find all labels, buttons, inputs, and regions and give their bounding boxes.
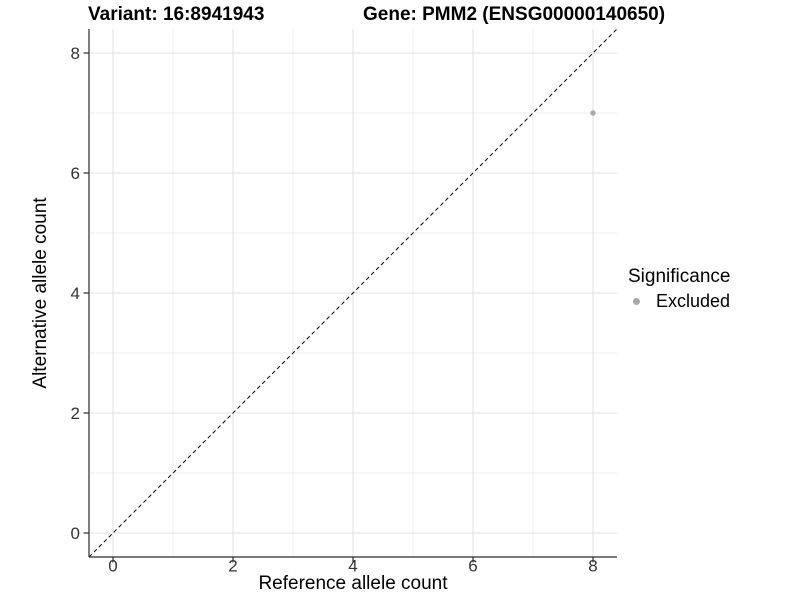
plot-title-variant: Variant: 16:8941943 — [88, 4, 265, 25]
legend-title: Significance — [628, 266, 731, 287]
legend-point-swatch — [633, 297, 640, 305]
legend-item-label: Excluded — [656, 290, 731, 311]
x-axis-title: Reference allele count — [258, 573, 448, 594]
y-tick-label: 2 — [71, 404, 80, 423]
plot-title-gene: Gene: PMM2 (ENSG00000140650) — [363, 4, 666, 25]
legend: Significance Excluded — [628, 266, 730, 312]
y-tick-label: 0 — [71, 524, 80, 543]
y-tick-label: 6 — [71, 164, 80, 183]
y-tick-label: 8 — [71, 44, 80, 63]
x-tick-label: 8 — [588, 557, 597, 576]
x-tick-label: 0 — [108, 557, 117, 576]
x-tick-label: 4 — [348, 557, 357, 576]
x-tick-label: 2 — [228, 557, 237, 576]
identity-line — [88, 28, 618, 558]
y-tick-label: 4 — [71, 284, 80, 303]
x-tick-label: 6 — [468, 557, 477, 576]
y-axis-title: Alternative allele count — [30, 197, 51, 389]
data-point — [590, 110, 596, 116]
legend-item-excluded: Excluded — [628, 290, 730, 312]
